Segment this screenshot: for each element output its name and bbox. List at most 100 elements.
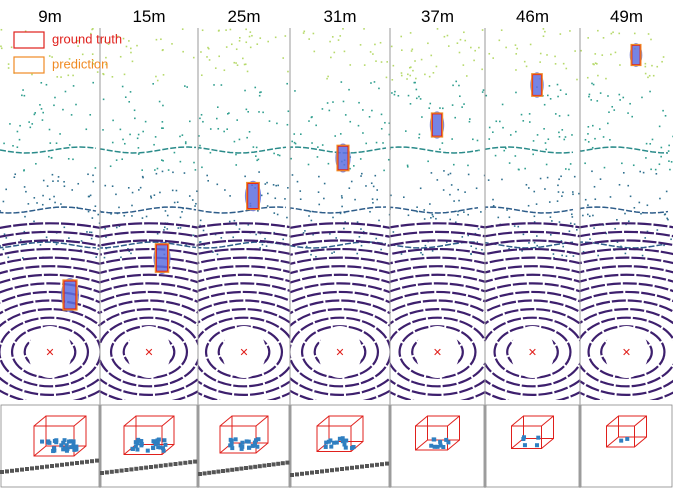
point <box>53 196 55 198</box>
point <box>485 95 487 97</box>
ground-point <box>90 459 94 463</box>
ground-point <box>350 466 354 470</box>
point <box>671 161 673 163</box>
point <box>165 210 167 212</box>
point <box>206 175 208 177</box>
point <box>322 108 324 110</box>
point <box>645 157 647 159</box>
point <box>267 205 269 207</box>
point <box>600 92 602 94</box>
point <box>409 75 411 77</box>
point <box>334 135 336 137</box>
point <box>162 171 164 173</box>
ground-point <box>385 462 389 466</box>
point <box>282 57 284 59</box>
point <box>591 170 593 172</box>
point <box>199 145 201 147</box>
point <box>142 131 144 133</box>
point <box>221 84 223 86</box>
point <box>89 231 91 233</box>
point <box>49 198 51 200</box>
point <box>639 171 641 173</box>
point <box>235 62 237 64</box>
point <box>3 143 5 145</box>
point <box>481 69 483 71</box>
point <box>28 121 30 123</box>
object-point <box>63 438 67 442</box>
point <box>91 232 93 234</box>
point <box>116 159 118 161</box>
point <box>207 180 209 182</box>
point <box>566 255 568 257</box>
ground-point <box>235 467 239 471</box>
distance-label: 15m <box>132 7 165 26</box>
point <box>277 185 279 187</box>
point <box>376 142 378 144</box>
point <box>216 184 218 186</box>
point <box>603 136 605 138</box>
point <box>19 139 21 141</box>
point <box>120 256 122 258</box>
point <box>457 214 459 216</box>
point <box>650 169 652 171</box>
point <box>391 46 393 48</box>
point <box>618 33 620 35</box>
point <box>246 137 248 139</box>
point <box>472 138 474 140</box>
point <box>40 82 42 84</box>
point <box>121 158 123 160</box>
point <box>459 52 461 54</box>
point <box>34 197 36 199</box>
point <box>231 43 233 45</box>
ground-point <box>375 463 379 467</box>
point <box>262 244 264 246</box>
point <box>394 91 396 93</box>
point <box>261 195 263 197</box>
point <box>639 202 641 204</box>
point <box>341 197 343 199</box>
point <box>550 98 552 100</box>
point <box>112 120 114 122</box>
point <box>150 197 152 199</box>
point <box>180 161 182 163</box>
point <box>95 256 97 258</box>
point <box>1 29 3 31</box>
point <box>428 107 430 109</box>
ground-point <box>203 471 207 475</box>
point <box>184 85 186 87</box>
point <box>282 239 284 241</box>
point <box>361 245 363 247</box>
point <box>340 133 342 135</box>
object-point <box>352 445 356 449</box>
point <box>246 109 248 111</box>
point <box>326 78 328 80</box>
point <box>488 138 490 140</box>
point <box>338 39 340 41</box>
point <box>528 242 530 244</box>
ground-point <box>360 465 364 469</box>
point <box>59 133 61 135</box>
ground-point <box>380 462 384 466</box>
point <box>53 104 55 106</box>
point <box>259 95 261 97</box>
point <box>414 60 416 62</box>
point <box>453 200 455 202</box>
point <box>453 164 455 166</box>
point <box>341 195 343 197</box>
point <box>582 215 584 217</box>
point <box>412 49 414 51</box>
point <box>201 114 203 116</box>
point <box>200 51 202 53</box>
point <box>419 134 421 136</box>
point <box>342 28 344 30</box>
point <box>372 198 374 200</box>
point <box>351 181 353 183</box>
ground-point <box>40 465 44 469</box>
point <box>627 112 629 114</box>
point <box>648 33 650 35</box>
point <box>492 57 494 59</box>
point <box>660 156 662 158</box>
ground-point <box>10 469 14 473</box>
point <box>589 238 591 240</box>
point <box>572 193 574 195</box>
